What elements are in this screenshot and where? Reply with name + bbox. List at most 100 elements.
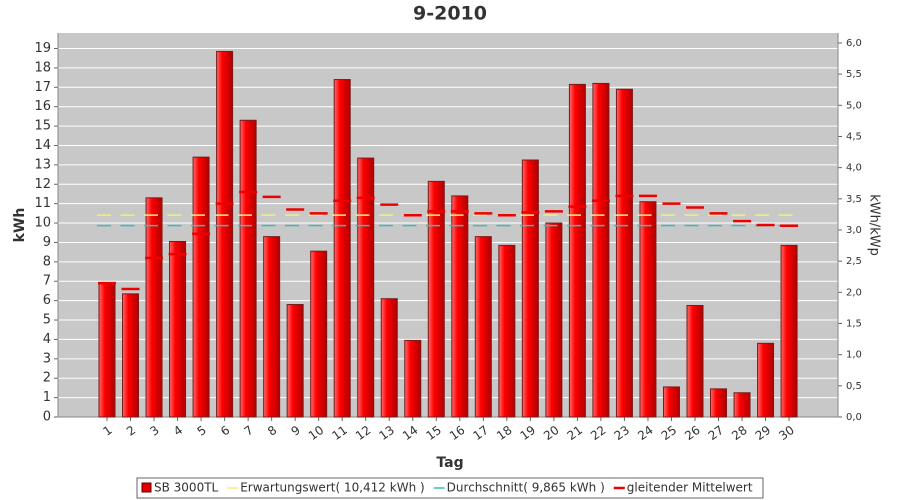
bar	[615, 88, 633, 418]
x-tick-label: 23	[612, 423, 633, 443]
bar	[545, 222, 563, 418]
x-tick-label: 29	[753, 423, 774, 443]
y2-tick-label: 2,0	[846, 287, 862, 298]
legend-items: SB 3000TL Erwartungswert( 10,412 kWh ) Dur…	[141, 481, 753, 495]
x-tick-label: 20	[541, 423, 562, 443]
x-tick-label: 1	[100, 423, 114, 439]
bar	[263, 236, 281, 418]
y-tick-label: 19	[34, 41, 51, 56]
bar	[568, 83, 586, 418]
y-tick-label: 14	[34, 138, 51, 153]
y-tick-label: 7	[43, 274, 51, 289]
bar	[710, 388, 728, 418]
bar	[639, 201, 657, 418]
y-tick-label: 5	[43, 313, 51, 328]
x-tick-label: 15	[423, 423, 444, 443]
bar	[757, 342, 775, 418]
x-tick-label: 5	[195, 423, 209, 439]
legend-label: SB 3000TL	[154, 481, 219, 495]
x-tick-label: 25	[659, 423, 680, 443]
legend-swatch	[141, 482, 152, 493]
y-tick-label: 0	[43, 410, 51, 425]
x-tick-label: 30	[776, 423, 797, 443]
x-tick-label: 10	[306, 423, 327, 443]
y-tick-label: 10	[34, 216, 51, 231]
x-tick-label: 2	[124, 423, 138, 439]
y-tick-label: 1	[43, 390, 51, 405]
bar	[357, 157, 375, 418]
bar	[333, 79, 351, 418]
y2-tick-label: 5,0	[846, 100, 862, 111]
y-tick-label: 17	[34, 80, 51, 95]
bar	[662, 386, 680, 418]
y2-tick-label: 0,0	[846, 412, 862, 423]
bar	[286, 304, 304, 418]
y-tick-label: 13	[34, 157, 51, 172]
y-axis-label: kWh	[12, 208, 28, 243]
bar	[216, 50, 234, 418]
bar	[380, 298, 398, 418]
y-tick-label: 11	[34, 196, 51, 211]
bar	[498, 244, 516, 418]
legend	[136, 477, 764, 499]
y-tick-label: 6	[43, 293, 51, 308]
x-tick-label: 11	[329, 423, 350, 443]
bar	[427, 180, 445, 418]
y2-tick-label: 6,0	[846, 38, 862, 49]
bar	[98, 282, 116, 418]
x-tick-label: 9	[289, 423, 303, 439]
y-tick-label: 9	[43, 235, 51, 250]
bar	[239, 119, 257, 418]
y2-tick-label: 5,5	[846, 69, 862, 80]
x-tick-label: 21	[565, 423, 586, 443]
bar	[733, 392, 751, 418]
legend-label: gleitender Mittelwert	[627, 481, 753, 495]
x-tick-label: 7	[242, 423, 256, 439]
x-tick-label: 6	[218, 423, 232, 439]
y2-tick-label: 4,0	[846, 163, 862, 174]
bar	[122, 293, 140, 418]
x-tick-label: 18	[494, 423, 515, 443]
bar	[145, 197, 163, 418]
legend-label: Erwartungswert( 10,412 kWh )	[240, 481, 424, 495]
x-tick-label: 14	[400, 423, 421, 443]
bar	[310, 250, 328, 418]
x-tick-label: 24	[635, 423, 656, 443]
x-tick-label: 27	[706, 423, 727, 443]
bar	[780, 244, 798, 418]
y2-tick-label: 1,0	[846, 350, 862, 361]
y-tick-label: 12	[34, 177, 51, 192]
x-tick-label: 19	[518, 423, 539, 443]
bar	[169, 240, 187, 418]
y-tick-label: 15	[34, 119, 51, 134]
y-tick-label: 2	[43, 371, 51, 386]
bar	[192, 156, 210, 418]
x-tick-label: 8	[265, 423, 279, 439]
x-tick-label: 17	[471, 423, 492, 443]
x-tick-label: 12	[353, 423, 374, 443]
y2-tick-label: 3,5	[846, 194, 862, 205]
chart-title: 9-2010	[413, 3, 487, 25]
x-tick-label: 28	[729, 423, 750, 443]
y2-tick-label: 3,0	[846, 225, 862, 236]
bar	[592, 82, 610, 418]
y2-axis-label: kWh/kWp	[867, 194, 882, 256]
y2-tick-label: 4,5	[846, 131, 862, 142]
bar	[451, 195, 469, 418]
y2-tick-label: 1,5	[846, 318, 862, 329]
x-tick-label: 22	[588, 423, 609, 443]
y-tick-label: 8	[43, 254, 51, 269]
bar	[686, 304, 704, 418]
legend-label: Durchschnitt( 9,865 kWh )	[447, 481, 605, 495]
y-tick-label: 3	[43, 351, 51, 366]
bar	[404, 339, 422, 418]
y-tick-label: 16	[34, 99, 51, 114]
bar	[474, 236, 492, 418]
y2-tick-label: 2,5	[846, 256, 862, 267]
x-axis-label: Tag	[436, 455, 463, 471]
y2-tick-label: 0,5	[846, 381, 862, 392]
bar	[521, 159, 539, 418]
y-tick-label: 18	[34, 60, 51, 75]
x-tick-label: 3	[147, 423, 161, 439]
